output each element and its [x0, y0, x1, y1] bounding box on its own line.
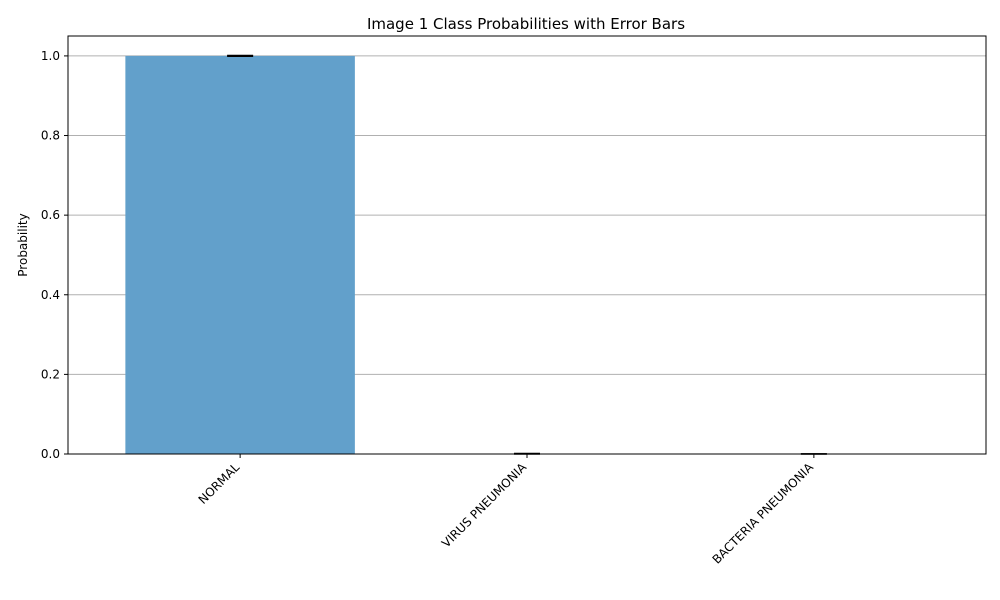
bars — [125, 55, 929, 455]
chart-title: Image 1 Class Probabilities with Error B… — [367, 15, 685, 33]
x-tick-label: BACTERIA PNEUMONIA — [710, 460, 817, 567]
x-tick-label: NORMAL — [196, 460, 243, 507]
bar — [125, 55, 355, 455]
y-tick-label: 0.2 — [41, 367, 60, 381]
plot-frame — [67, 35, 987, 455]
y-tick-label: 0.6 — [41, 208, 60, 222]
y-tick-label: 0.0 — [41, 447, 60, 461]
y-tick-label: 1.0 — [41, 49, 60, 63]
y-tick-label: 0.8 — [41, 129, 60, 143]
x-axis-ticks: NORMAL VIRUS PNEUMONIA BACTERIA PNEUMONIA — [196, 454, 817, 567]
y-axis-label: Probability — [16, 213, 30, 276]
y-axis-ticks: 0.0 0.2 0.4 0.6 0.8 1.0 — [41, 49, 68, 461]
y-tick-label: 0.4 — [41, 288, 60, 302]
x-tick-label: VIRUS PNEUMONIA — [439, 460, 530, 551]
